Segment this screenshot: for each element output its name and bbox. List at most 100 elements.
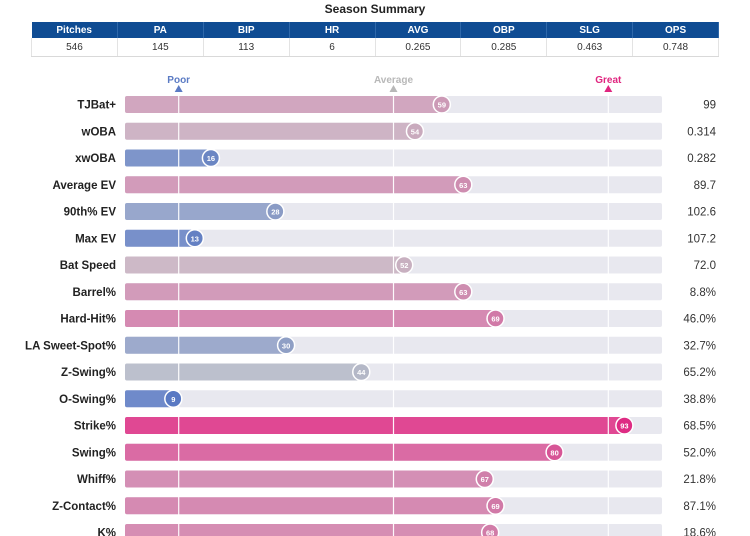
reference-marker-great [604, 85, 613, 92]
value-label-strike: 68.5% [683, 421, 716, 433]
percentile-label-la-sweet-spot: 30 [282, 341, 290, 350]
bar-la-sweet-spot [125, 336, 287, 354]
category-label-la-sweet-spot: LA Sweet-Spot% [25, 340, 116, 352]
percentile-label-bat-speed: 52 [400, 261, 408, 270]
category-label-woba: wOBA [81, 126, 117, 138]
value-avg: 0.265 [375, 38, 462, 57]
value-label-average-ev: 89.7 [694, 180, 716, 192]
percentile-label-xwoba: 16 [207, 154, 215, 163]
percentile-label-strike: 93 [620, 422, 628, 431]
summary-value-row: 546 145 113 6 0.265 0.285 0.463 0.748 [31, 38, 719, 57]
category-label-xwoba: xwOBA [75, 153, 116, 165]
value-slg: 0.463 [546, 38, 634, 57]
bar-o-swing [125, 390, 174, 408]
category-label-k: K% [97, 528, 116, 536]
percentile-label-o-swing: 9 [171, 395, 175, 404]
header-slg: SLG [546, 22, 634, 38]
bar-90th-ev [125, 203, 276, 220]
bar-average-ev [125, 176, 464, 194]
reference-label-average: Average [374, 75, 414, 86]
value-label-barrel: 8.8% [690, 287, 716, 299]
header-ops: OPS [632, 22, 719, 38]
season-summary-title: Season Summary [324, 2, 426, 16]
value-label-o-swing: 38.8% [683, 394, 716, 406]
category-label-90th-ev: 90th% EV [64, 207, 117, 219]
reference-label-poor: Poor [167, 75, 190, 86]
bar-k [125, 524, 491, 536]
bar-barrel [125, 283, 464, 301]
percentile-bubble-xwoba [201, 148, 221, 168]
bar-strike [125, 417, 625, 434]
header-avg: AVG [375, 22, 462, 38]
header-hr: HR [289, 22, 376, 38]
category-label-swing: Swing% [72, 447, 116, 459]
percentile-bubble-whiff [475, 469, 495, 489]
value-bip: 113 [203, 38, 290, 57]
value-label-hard-hit: 46.0% [683, 314, 716, 326]
category-label-z-contact: Z-Contact% [52, 501, 116, 513]
percentile-label-whiff: 67 [481, 475, 489, 484]
percentile-label-z-swing: 44 [357, 368, 366, 377]
value-label-k: 18.6% [683, 528, 716, 536]
percentile-bubble-swing [545, 443, 564, 462]
bar-z-swing [125, 363, 362, 381]
percentile-bubble-tjbat [432, 95, 452, 114]
percentile-label-k: 68 [486, 529, 494, 536]
percentile-bubble-average-ev [454, 175, 473, 194]
percentile-bubble-z-swing [352, 362, 371, 382]
header-bip: BIP [203, 22, 290, 38]
category-label-o-swing: O-Swing% [59, 394, 116, 406]
percentile-bubble-bat-speed [394, 255, 414, 275]
value-label-whiff: 21.8% [683, 474, 716, 486]
bar-bat-speed [125, 256, 405, 274]
value-label-tjbat: 99 [703, 100, 716, 112]
bar-max-ev [125, 229, 195, 247]
header-pitches: Pitches [31, 22, 118, 38]
value-hr: 6 [289, 38, 376, 57]
value-obp: 0.285 [460, 38, 548, 57]
percentile-label-90th-ev: 28 [271, 208, 279, 217]
bar-woba [125, 122, 415, 140]
percentile-label-barrel: 63 [459, 288, 467, 297]
bar-swing [125, 443, 555, 461]
category-label-max-ev: Max EV [75, 233, 116, 245]
category-label-average-ev: Average EV [53, 180, 117, 192]
category-label-hard-hit: Hard-Hit% [60, 314, 116, 326]
value-label-90th-ev: 102.6 [687, 207, 716, 219]
value-label-z-swing: 65.2% [683, 367, 716, 379]
percentile-label-z-contact: 69 [491, 502, 499, 511]
value-pitches: 546 [31, 38, 118, 57]
category-label-strike: Strike% [74, 421, 116, 433]
bar-whiff [125, 470, 485, 488]
percentile-label-max-ev: 13 [191, 234, 199, 243]
value-label-la-sweet-spot: 32.7% [683, 340, 716, 352]
percentile-bubble-barrel [454, 282, 473, 301]
category-label-bat-speed: Bat Speed [60, 260, 116, 272]
reference-label-great: Great [595, 75, 622, 86]
value-label-xwoba: 0.282 [687, 153, 716, 165]
value-label-swing: 52.0% [683, 447, 716, 459]
category-label-tjbat: TJBat+ [77, 100, 116, 112]
percentile-bubble-hard-hit [486, 309, 505, 328]
value-label-max-ev: 107.2 [687, 233, 716, 245]
percentile-bubble-strike [615, 416, 634, 435]
reference-marker-poor [174, 85, 183, 92]
percentile-bubble-max-ev [185, 229, 205, 248]
category-label-z-swing: Z-Swing% [61, 367, 116, 379]
bar-hard-hit [125, 310, 496, 327]
season-summary-table: Pitches PA BIP HR AVG OBP SLG OPS 546 14… [31, 22, 719, 57]
percentile-label-woba: 54 [411, 127, 420, 136]
percentile-label-average-ev: 63 [459, 181, 467, 190]
percentile-bubble-o-swing [164, 389, 183, 408]
value-label-woba: 0.314 [687, 126, 716, 138]
percentile-bubble-la-sweet-spot [276, 336, 296, 355]
summary-header-row: Pitches PA BIP HR AVG OBP SLG OPS [31, 22, 719, 38]
category-label-barrel: Barrel% [73, 287, 116, 299]
value-label-bat-speed: 72.0 [694, 260, 716, 272]
bar-tjbat [125, 96, 442, 113]
reference-marker-average [389, 85, 398, 92]
percentile-bubble-k [480, 523, 500, 536]
value-pa: 145 [117, 38, 204, 57]
bar-xwoba [125, 149, 211, 167]
